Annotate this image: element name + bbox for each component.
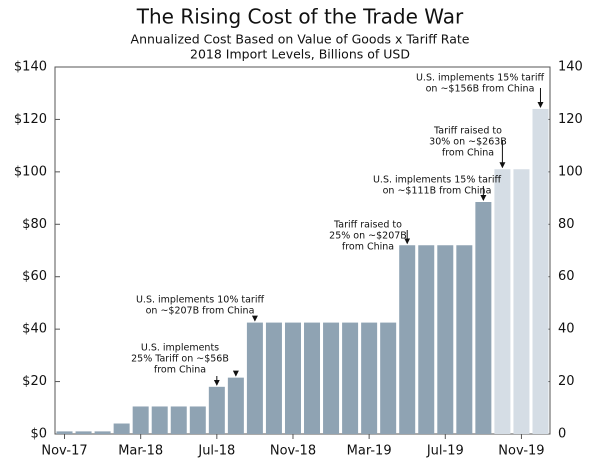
annotation: on ~$156B from China [426,84,535,95]
annotation: U.S. implements [141,343,219,354]
y2-tick-label: 0 [558,427,566,442]
bar [418,245,435,434]
chart-subtitle: Annualized Cost Based on Value of Goods … [131,32,470,47]
annotation: U.S. implements 15% tariff [373,175,501,186]
bar [170,406,187,434]
bar [342,322,359,434]
plot-frame [54,66,551,435]
bar [532,108,549,434]
bar [132,406,149,434]
bar [475,202,492,434]
annotation: U.S. implements 15% tariff [416,73,544,84]
x-tick-label: Nov-17 [41,444,87,459]
annotation: Tariff raised to [433,126,502,137]
bar [323,322,340,434]
annotation: U.S. implements 10% tariff [136,295,264,306]
y2-tick-label: 60 [558,269,575,284]
y-tick-label: $40 [22,322,47,337]
chart-title: The Rising Cost of the Trade War [136,5,464,29]
x-tick-label: Mar-18 [118,444,163,459]
bar [189,406,206,434]
annotation: from China [342,242,394,253]
bar [494,169,511,434]
y2-tick-label: 40 [558,322,575,337]
chart-subtitle: 2018 Import Levels, Billions of USD [190,47,410,62]
y2-tick-label: 20 [558,374,575,389]
y2-tick-label: 80 [558,217,575,232]
bar [75,431,92,434]
annotation: on ~$207B from China [146,306,255,317]
y-tick-label: $20 [22,374,47,389]
annotation: 25% on ~$207B [329,231,407,242]
annotation: from China [442,148,494,159]
annotation: 25% Tariff on ~$56B [131,354,229,365]
bar [361,322,378,434]
bar [284,322,301,434]
annotation: Tariff raised to [333,220,402,231]
bar [208,386,225,434]
x-tick-label: Nov-18 [270,444,316,459]
annotation: from China [154,365,206,376]
y-tick-label: $100 [14,164,47,179]
x-tick-label: Jul-18 [197,444,235,459]
bar [151,406,168,434]
x-tick-label: Jul-19 [426,444,464,459]
y-tick-label: $120 [14,112,47,127]
bar [227,377,244,434]
y-tick-label: $80 [22,217,47,232]
bar [437,245,454,434]
annotation: on ~$111B from China [383,186,492,197]
annotation: 30% on ~$263B [429,137,507,148]
bar [513,169,530,434]
x-tick-label: Nov-19 [498,444,544,459]
y2-tick-label: 100 [558,164,583,179]
y-tick-label: $140 [14,60,47,75]
bar [399,245,416,434]
bar [380,322,397,434]
y2-tick-label: 140 [558,60,583,75]
bar [304,322,321,434]
bar [246,322,263,434]
bar [456,245,473,434]
bar [265,322,282,434]
y-tick-label: $0 [30,427,47,442]
bar [113,423,130,434]
x-tick-label: Mar-19 [347,444,392,459]
bar [56,431,73,434]
y2-tick-label: 120 [558,112,583,127]
y-tick-label: $60 [22,269,47,284]
bar [94,431,111,434]
